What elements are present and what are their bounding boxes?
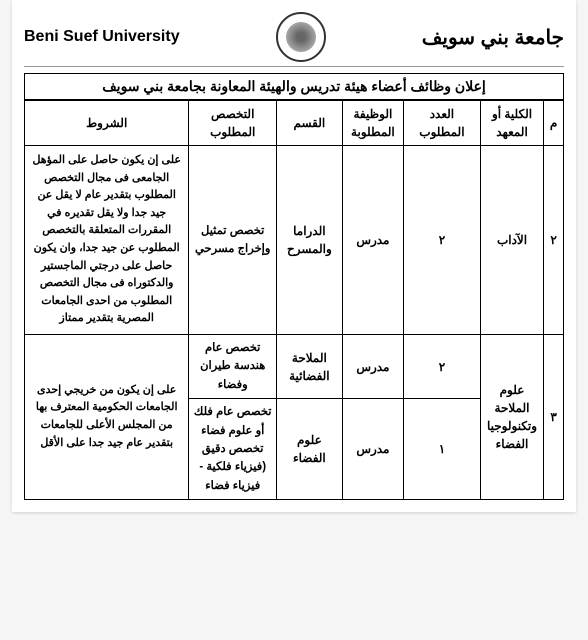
university-logo — [276, 12, 326, 62]
col-college: الكلية أو المعهد — [480, 101, 544, 146]
col-spec: التخصص المطلوب — [189, 101, 277, 146]
cell-num: ٣ — [544, 334, 564, 499]
cell-position: مدرس — [342, 146, 403, 335]
cell-spec: تخصص عام هندسة طيران وفضاء — [189, 334, 277, 398]
university-name-en: Beni Suef University — [24, 28, 180, 46]
table-header-row: م الكلية أو المعهد العدد المطلوب الوظيفة… — [25, 101, 564, 146]
cell-college: علوم الملاحة وتكنولوجيا الفضاء — [480, 334, 544, 499]
cell-position: مدرس — [342, 399, 403, 500]
header: Beni Suef University جامعة بني سويف — [24, 12, 564, 67]
university-name-ar: جامعة بني سويف — [422, 25, 564, 50]
table-row: ٣ علوم الملاحة وتكنولوجيا الفضاء ٢ مدرس … — [25, 334, 564, 398]
cell-conditions: على إن يكون من خريجي إحدى الجامعات الحكو… — [25, 334, 189, 499]
cell-spec: تخصص عام فلك أو علوم فضاء تخصص دقيق (فيز… — [189, 399, 277, 500]
col-dept: القسم — [277, 101, 343, 146]
cell-college: الآداب — [480, 146, 544, 335]
cell-dept: الدراما والمسرح — [277, 146, 343, 335]
announcement-title: إعلان وظائف أعضاء هيئة تدريس والهيئة الم… — [24, 73, 564, 100]
vacancies-table: م الكلية أو المعهد العدد المطلوب الوظيفة… — [24, 100, 564, 500]
col-cond: الشروط — [25, 101, 189, 146]
col-num: م — [544, 101, 564, 146]
table-row: ٢ الآداب ٢ مدرس الدراما والمسرح تخصص تمث… — [25, 146, 564, 335]
cell-dept: علوم الفضاء — [277, 399, 343, 500]
col-count: العدد المطلوب — [404, 101, 481, 146]
cell-spec: تخصص تمثيل وإخراج مسرحي — [189, 146, 277, 335]
cell-count: ٢ — [404, 334, 481, 398]
cell-position: مدرس — [342, 334, 403, 398]
cell-count: ٢ — [404, 146, 481, 335]
cell-num: ٢ — [544, 146, 564, 335]
cell-count: ١ — [404, 399, 481, 500]
logo-inner — [286, 22, 316, 52]
col-position: الوظيفة المطلوبة — [342, 101, 403, 146]
document-page: Beni Suef University جامعة بني سويف إعلا… — [12, 0, 576, 512]
cell-dept: الملاحة الفضائية — [277, 334, 343, 398]
cell-conditions: على إن يكون حاصل على المؤهل الجامعى فى م… — [25, 146, 189, 335]
